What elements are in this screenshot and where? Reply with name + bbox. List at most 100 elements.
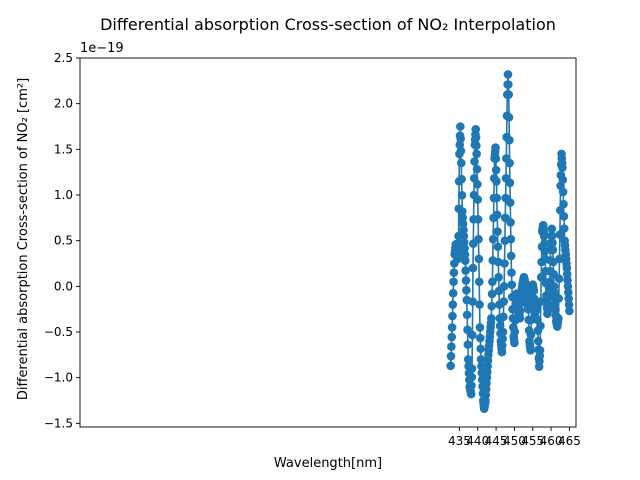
y-tick-label: 1.5 [54,142,73,156]
data-point [474,277,484,287]
data-point [505,135,514,145]
y-tick-label: 2.5 [54,51,73,65]
data-point [471,133,481,142]
data-point [456,158,466,168]
data-point [510,327,520,337]
data-point [565,306,574,316]
data-point [499,297,509,306]
data-point [515,314,525,323]
data-point [510,338,519,348]
data-point [472,149,481,159]
data-point [458,213,468,222]
data-point [492,210,502,220]
data-point [529,286,539,296]
data-point [563,282,573,291]
data-point [549,282,559,291]
data-point [475,323,485,332]
data-point [473,215,483,224]
data-point [547,231,557,241]
data-point [559,199,568,209]
data-point [506,251,516,261]
data-point [532,304,542,314]
data-point [488,234,498,244]
data-point [463,355,473,364]
data-point [564,288,573,297]
data-point [463,340,473,349]
data-point [564,294,573,303]
data-point [526,345,535,355]
data-point [472,141,481,150]
data-point [470,157,479,166]
data-point [507,268,516,277]
data-point [505,178,515,188]
data-point [466,389,476,399]
data-point [526,330,536,340]
data-point [506,234,516,244]
data-point [461,276,471,285]
data-point [493,227,502,236]
data-point [448,288,458,298]
data-point [504,113,514,122]
data-point [540,239,549,249]
data-point [457,174,466,184]
data-point [461,266,470,275]
y-tick-label: −1.0 [44,371,73,385]
data-point [516,298,525,308]
data-point [448,300,458,309]
data-point [492,193,502,203]
data-point [554,314,563,323]
data-point [472,164,482,174]
data-point [564,300,574,310]
data-point [498,341,507,350]
data-point [462,310,472,320]
data-point [459,225,468,235]
data-point [447,323,457,332]
y-axis-ticks: −1.5 −1.0 −0.5 0.0 0.5 1.0 1.5 2.0 2.5 [44,51,80,430]
y-tick-label: 1.0 [54,188,73,202]
data-point [499,312,508,322]
data-point [476,344,485,354]
data-point [493,242,503,252]
data-point [505,158,514,168]
data-point [515,306,525,316]
data-point [558,163,567,172]
chart-title: Differential absorption Cross-section of… [100,15,556,34]
data-point [550,288,559,297]
data-point [458,219,468,229]
data-point [487,301,496,311]
data-point [448,311,457,321]
x-tick-label: 440 [466,434,489,448]
y-tick-label: −1.5 [44,416,73,430]
data-point [449,277,458,287]
data-point [488,277,497,287]
y-tick-label: −0.5 [44,325,73,339]
data-point [474,234,483,244]
data-point [474,254,484,264]
data-point [555,254,564,264]
y-axis-label: Differential absorption Cross-section of… [16,78,31,400]
data-point [558,187,568,197]
data-point [460,250,470,259]
data-point [555,230,565,239]
x-tick-label: 445 [485,434,508,448]
data-point [492,177,501,186]
data-point [491,154,501,164]
data-point [446,361,455,371]
data-point [453,247,463,256]
data-point [539,231,549,241]
data-point [536,321,545,331]
y-axis-offset-label: 1e−19 [80,41,124,56]
data-point [475,300,484,309]
data-point [473,195,483,204]
data-point [476,333,485,343]
data-point [453,254,462,264]
data-point [548,238,557,248]
data-point [449,268,459,277]
data-point [504,80,513,89]
data-point [473,180,482,189]
x-tick-label: 455 [521,434,544,448]
data-point [491,165,501,175]
data-point [536,272,546,282]
data-point [562,263,572,273]
